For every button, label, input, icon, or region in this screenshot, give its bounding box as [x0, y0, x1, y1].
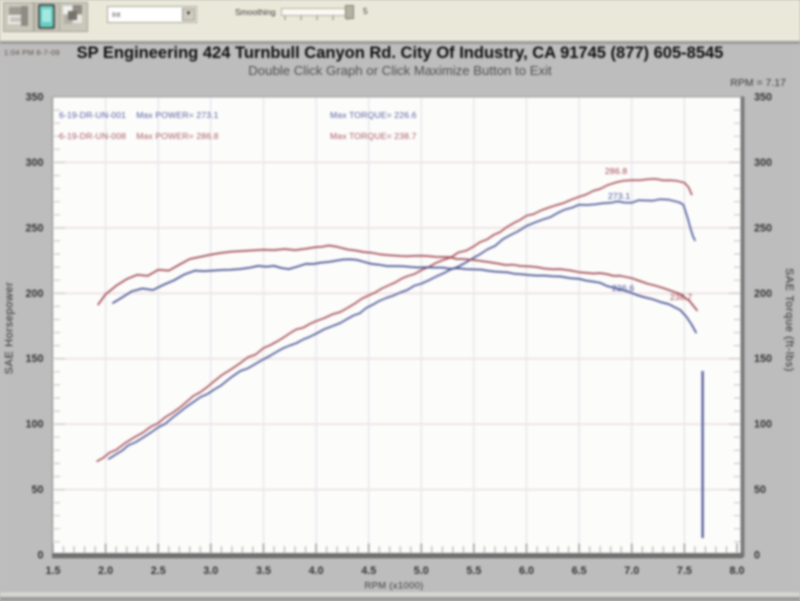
svg-text:300: 300 [25, 157, 43, 169]
svg-text:50: 50 [754, 484, 766, 496]
svg-text:7.5: 7.5 [677, 565, 692, 577]
svg-text:Max TORQUE= 238.7: Max TORQUE= 238.7 [330, 131, 417, 141]
svg-text:3.0: 3.0 [203, 565, 218, 577]
svg-text:6.0: 6.0 [519, 565, 534, 577]
svg-text:350: 350 [25, 92, 43, 104]
svg-text:2.0: 2.0 [98, 565, 113, 577]
svg-text:250: 250 [754, 222, 772, 234]
svg-text:7.0: 7.0 [624, 565, 639, 577]
svg-text:6-19-DR-UN-001 Max POWER= 2: 6-19-DR-UN-001 Max POWER= 273.1 [59, 110, 219, 120]
svg-text:Max TORQUE= 226.6: Max TORQUE= 226.6 [330, 110, 417, 120]
svg-text:150: 150 [25, 353, 43, 365]
svg-text:150: 150 [754, 353, 772, 365]
svg-text:SAE Horsepower: SAE Horsepower [4, 282, 16, 375]
svg-text:4.0: 4.0 [309, 565, 324, 577]
svg-text:200: 200 [25, 288, 43, 300]
svg-text:238.7: 238.7 [670, 292, 692, 302]
svg-text:SAE Torque (ft-lbs): SAE Torque (ft-lbs) [783, 268, 795, 372]
svg-text:4.5: 4.5 [361, 565, 376, 577]
svg-text:200: 200 [754, 288, 772, 300]
svg-text:226.6: 226.6 [612, 283, 634, 293]
svg-text:100: 100 [754, 419, 772, 431]
svg-text:3.5: 3.5 [256, 565, 271, 577]
svg-text:350: 350 [754, 92, 772, 104]
svg-text:50: 50 [31, 484, 43, 496]
svg-text:0: 0 [754, 550, 760, 562]
svg-text:6-19-DR-UN-008 Max POWER= 2: 6-19-DR-UN-008 Max POWER= 286.8 [59, 131, 219, 141]
svg-text:250: 250 [25, 222, 43, 234]
svg-text:100: 100 [25, 419, 43, 431]
svg-text:6.5: 6.5 [572, 565, 587, 577]
svg-text:2.5: 2.5 [151, 565, 166, 577]
svg-text:5.0: 5.0 [414, 565, 429, 577]
svg-text:286.8: 286.8 [605, 166, 627, 176]
svg-text:273.1: 273.1 [608, 191, 630, 201]
svg-text:300: 300 [754, 157, 772, 169]
svg-text:5.5: 5.5 [466, 565, 481, 577]
svg-text:0: 0 [37, 550, 43, 562]
svg-text:8.0: 8.0 [729, 565, 744, 577]
svg-text:RPM (x1000): RPM (x1000) [364, 581, 423, 592]
svg-text:1.5: 1.5 [45, 565, 60, 577]
